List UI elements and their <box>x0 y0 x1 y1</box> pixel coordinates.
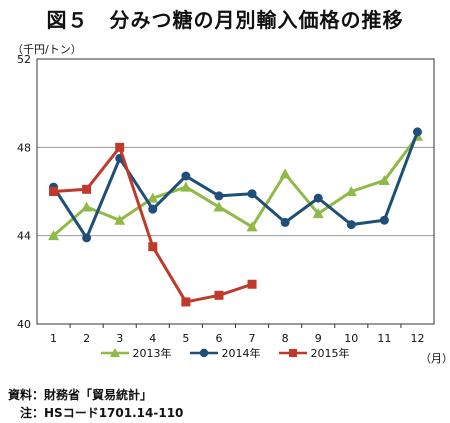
point-2013-6 <box>213 201 225 212</box>
point-2014-12 <box>412 127 422 137</box>
footnote-label: 注： <box>20 406 45 420</box>
point-2015-2 <box>82 184 92 194</box>
y-tick-label-44: 44 <box>17 230 31 243</box>
legend-item-2014: 2014年 <box>189 345 261 361</box>
x-tick-label-11: 11 <box>377 332 391 345</box>
point-2014-5 <box>181 171 191 181</box>
source-notes: 資料：財務省「貿易統計」 注：HSコード1701.14-110 <box>8 386 183 422</box>
point-2014-10 <box>346 220 356 230</box>
series-line-2013 <box>52 135 419 237</box>
point-2014-9 <box>313 193 323 203</box>
point-2015-1 <box>49 187 59 196</box>
point-2014-11 <box>379 215 389 225</box>
point-2013-11 <box>378 174 390 185</box>
legend-item-2013: 2013年 <box>100 345 172 361</box>
x-tick-label-7: 7 <box>249 332 256 345</box>
x-tick-label-10: 10 <box>344 332 358 345</box>
x-tick-label-9: 9 <box>315 332 322 345</box>
x-tick-label-8: 8 <box>282 332 289 345</box>
point-2014-4 <box>148 204 158 214</box>
legend-item-2015: 2015年 <box>278 345 350 361</box>
x-axis-unit-label: （月） <box>420 352 450 365</box>
legend-label-2015: 2015年 <box>310 347 350 360</box>
y-tick-label-40: 40 <box>17 318 31 331</box>
footnote: 注：HSコード1701.14-110 <box>8 404 183 422</box>
source-label: 資料： <box>8 388 45 402</box>
point-2013-7 <box>246 221 258 232</box>
point-2013-10 <box>345 186 357 196</box>
point-2014-7 <box>247 189 257 199</box>
point-2013-5 <box>180 181 192 192</box>
y-tick-label-48: 48 <box>17 141 31 154</box>
point-2013-2 <box>81 201 93 212</box>
legend-2015-square-icon <box>278 349 307 357</box>
x-tick-label-5: 5 <box>182 332 189 345</box>
point-2015-3 <box>115 142 125 152</box>
legend-label-2013: 2013年 <box>132 347 172 360</box>
series-line-2014 <box>52 131 419 240</box>
point-2013-9 <box>312 208 324 219</box>
point-2014-6 <box>214 191 224 201</box>
chart-title: 図５ 分みつ糖の月別輸入価格の推移 <box>46 8 404 32</box>
source-note: 資料：財務省「貿易統計」 <box>8 386 183 404</box>
point-2014-8 <box>280 217 290 227</box>
point-2015-7 <box>247 279 257 289</box>
y-axis-unit-label: （千円/トン） <box>12 43 82 56</box>
legend: 2013年 2014年 2015年 <box>0 345 450 361</box>
footnote-text: HSコード1701.14-110 <box>44 406 184 420</box>
y-tick-label-52: 52 <box>17 53 31 66</box>
point-2014-2 <box>82 233 92 243</box>
source-text: 財務省「貿易統計」 <box>44 388 153 402</box>
point-2015-4 <box>148 242 158 252</box>
point-2013-8 <box>279 168 291 179</box>
plot-area-frame <box>36 58 435 325</box>
point-2015-6 <box>214 290 224 300</box>
x-tick-label-12: 12 <box>410 332 424 345</box>
legend-label-2014: 2014年 <box>221 347 261 360</box>
x-tick-label-4: 4 <box>149 332 156 345</box>
point-2013-1 <box>48 230 60 241</box>
point-2013-4 <box>147 192 159 203</box>
point-2015-5 <box>181 297 191 307</box>
legend-2013-triangle-icon <box>100 348 129 357</box>
series-line-2015 <box>53 145 253 304</box>
legend-2014-circle-icon <box>189 348 218 358</box>
x-tick-label-3: 3 <box>116 332 123 345</box>
point-2013-3 <box>114 214 126 225</box>
x-tick-label-2: 2 <box>83 332 90 345</box>
x-tick-label-1: 1 <box>50 332 57 345</box>
x-tick-label-6: 6 <box>215 332 222 345</box>
